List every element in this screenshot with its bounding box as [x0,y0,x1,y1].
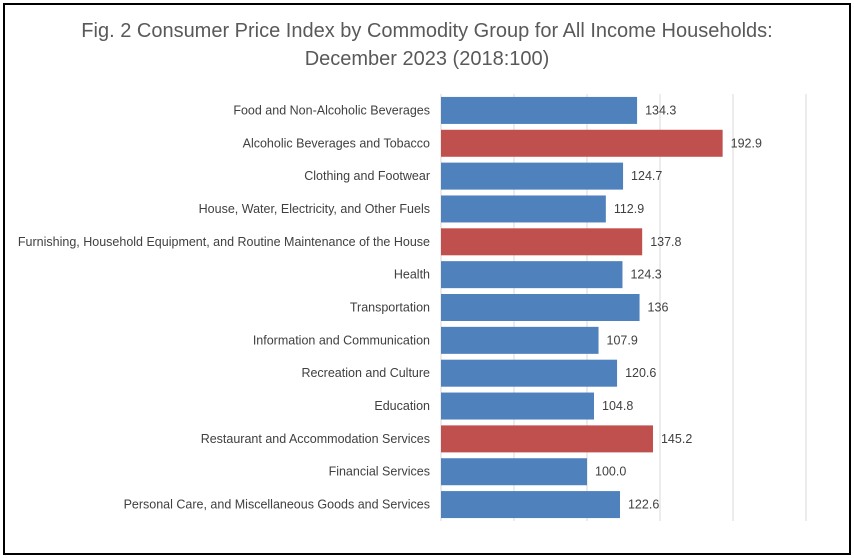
category-label: Recreation and Culture [301,366,430,380]
category-labels: Food and Non-Alcoholic Beverages Alcoholi… [18,103,430,511]
category-label: Furnishing, Household Equipment, and Rou… [18,235,430,249]
bar [441,294,640,321]
bar [441,392,595,420]
category-label: Personal Care, and Miscellaneous Goods a… [124,498,430,512]
value-label: 124.3 [630,268,661,282]
bar [441,195,606,223]
value-label: 124.7 [631,169,662,183]
category-label: Clothing and Footwear [304,169,430,183]
category-label: Information and Communication [253,333,430,347]
bar [441,425,653,453]
bar [441,261,623,289]
chart-title: Fig. 2 Consumer Price Index by Commodity… [0,17,854,73]
value-label: 145.2 [661,432,692,446]
bar [441,162,624,190]
value-label: 192.9 [731,136,762,150]
value-label: 122.6 [628,498,659,512]
chart-frame [3,3,851,555]
value-labels: 134.3 192.9 124.7 112.9 137.8 124.3 136 107.9 12… [595,103,762,511]
bars [441,96,723,519]
value-label: 120.6 [625,366,656,380]
bar [441,228,643,256]
category-label: Education [374,399,430,413]
chart-title-line-1: Fig. 2 Consumer Price Index by Commodity… [81,20,773,42]
category-label: Financial Services [329,465,430,479]
value-label: 104.8 [602,399,633,413]
bar [441,458,587,486]
bar [441,96,638,124]
value-label: 107.9 [607,333,638,347]
category-label: Health [394,268,430,282]
bar [441,129,723,157]
bar [441,326,599,354]
category-label: House, Water, Electricity, and Other Fue… [199,202,430,216]
value-label: 112.9 [614,202,644,216]
value-label: 100.0 [595,465,626,479]
category-label: Food and Non-Alcoholic Beverages [233,103,430,117]
value-label: 136 [648,301,669,315]
value-label: 137.8 [650,235,681,249]
value-label: 134.3 [645,103,676,117]
chart-title-line-2: December 2023 (2018:100) [304,48,550,70]
category-label: Alcoholic Beverages and Tobacco [243,136,430,150]
bar [441,491,620,519]
category-label: Transportation [350,301,430,315]
bar [441,359,618,387]
category-label: Restaurant and Accommodation Services [201,432,430,446]
